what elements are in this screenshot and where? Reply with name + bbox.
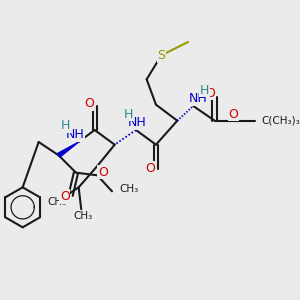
Text: O: O xyxy=(84,98,94,110)
Text: O: O xyxy=(60,190,70,203)
Text: H: H xyxy=(124,107,133,121)
Text: O: O xyxy=(145,162,155,175)
Text: H: H xyxy=(200,83,209,97)
Text: CH₃: CH₃ xyxy=(73,211,92,221)
Text: C(CH₃)₃: C(CH₃)₃ xyxy=(261,116,300,126)
Text: NH: NH xyxy=(65,128,84,141)
Text: NH: NH xyxy=(128,116,147,129)
Text: CH₃: CH₃ xyxy=(119,184,139,194)
Text: O: O xyxy=(205,87,215,100)
Polygon shape xyxy=(58,142,79,157)
Text: O: O xyxy=(228,107,238,121)
Text: CH₃: CH₃ xyxy=(48,197,67,207)
Text: O: O xyxy=(98,166,108,178)
Text: S: S xyxy=(157,49,165,62)
Text: NH: NH xyxy=(189,92,208,105)
Text: H: H xyxy=(61,119,70,132)
